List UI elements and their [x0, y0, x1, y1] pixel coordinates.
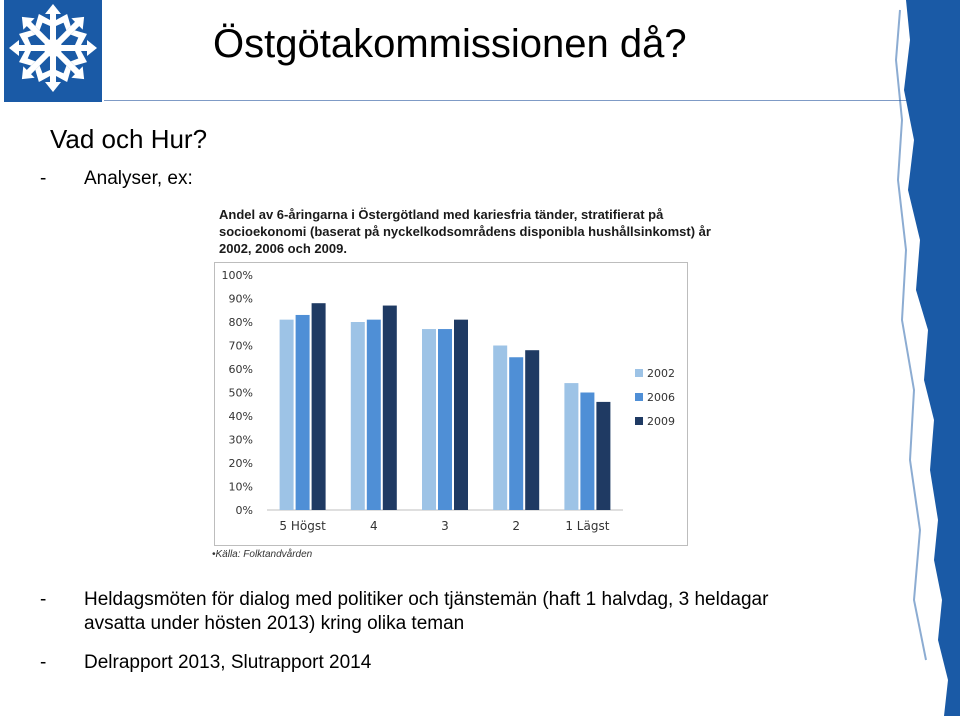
y-tick-label: 0% [236, 504, 253, 517]
y-tick-label: 10% [229, 481, 253, 494]
bullet-meetings: - Heldagsmöten för dialog med politiker o… [40, 588, 768, 612]
legend-swatch-2009 [635, 417, 643, 425]
bar-2009 [382, 305, 397, 510]
y-tick-label: 100% [222, 269, 253, 282]
y-tick-label: 60% [229, 363, 253, 376]
bar-2006 [295, 314, 310, 510]
bullet-dash: - [40, 652, 47, 673]
landstinget-logo: Landstinget i Östergötland [790, 658, 946, 704]
x-tick-label: 4 [370, 519, 378, 533]
page-title: Östgötakommissionen då? [213, 22, 687, 66]
bar-2006 [366, 319, 381, 510]
section-subheading: Vad och Hur? [50, 124, 208, 154]
y-tick-label: 20% [229, 457, 253, 470]
bullet-reports-text: Delrapport 2013, Slutrapport 2014 [84, 652, 372, 673]
bar-2009 [596, 401, 611, 510]
coastline-decoration [894, 0, 960, 716]
y-tick-label: 90% [229, 293, 253, 306]
bullet-analyses-text: Analyser, ex: [84, 168, 193, 189]
legend-label-2009: 2009 [647, 415, 675, 428]
bar-2009 [311, 303, 326, 510]
chart-caption: Andel av 6-åringarna i Östergötland med … [219, 207, 711, 256]
bar-2002 [564, 383, 579, 510]
x-tick-label: 3 [441, 519, 449, 533]
y-tick-label: 40% [229, 410, 253, 423]
bullet-meetings-line1: Heldagsmöten för dialog med politiker oc… [84, 589, 769, 610]
brand-name: Landstinget [832, 662, 935, 684]
bar-2006 [580, 392, 595, 510]
bar-2009 [525, 350, 540, 510]
x-tick-label: 5 Högst [279, 519, 326, 533]
bullet-dash: - [40, 589, 47, 610]
bar-2002 [279, 319, 294, 510]
y-tick-label: 50% [229, 387, 253, 400]
snowflake-icon [793, 661, 831, 699]
snowflake-logo [4, 0, 102, 102]
bullet-meetings-continuation: avsatta under hösten 2013) kring olika t… [84, 613, 465, 634]
legend-swatch-2006 [635, 393, 643, 401]
y-tick-label: 80% [229, 316, 253, 329]
bullet-analyses: - Analyser, ex: [40, 168, 193, 190]
y-tick-label: 30% [229, 434, 253, 447]
title-divider [104, 100, 960, 101]
legend-swatch-2002 [635, 369, 643, 377]
chart-source: •Källa: Folktandvården [212, 549, 313, 560]
bullet-dash: - [40, 168, 47, 189]
bar-2009 [454, 319, 468, 510]
snowflake-icon [9, 4, 97, 92]
bullet-reports: - Delrapport 2013, Slutrapport 2014 [40, 651, 371, 675]
y-tick-label: 70% [229, 340, 253, 353]
bar-2006 [509, 357, 524, 510]
bar-2002 [422, 329, 436, 510]
x-tick-label: 2 [512, 519, 520, 533]
bar-2002 [493, 345, 508, 510]
legend-label-2006: 2006 [647, 391, 675, 404]
bar-2006 [438, 329, 452, 510]
x-tick-label: 1 Lägst [565, 519, 609, 533]
chart-canvas: 0% 10% 20% 30% 40% 50% 60% 70% 80% 90% 100% 5 Högst… [222, 269, 675, 533]
bar-chart: 0% 10% 20% 30% 40% 50% 60% 70% 80% 90% 100% 5 Högst… [214, 262, 688, 546]
bar-2002 [350, 322, 365, 510]
brand-subtitle: i Östergötland [834, 686, 903, 698]
legend-label-2002: 2002 [647, 367, 675, 380]
